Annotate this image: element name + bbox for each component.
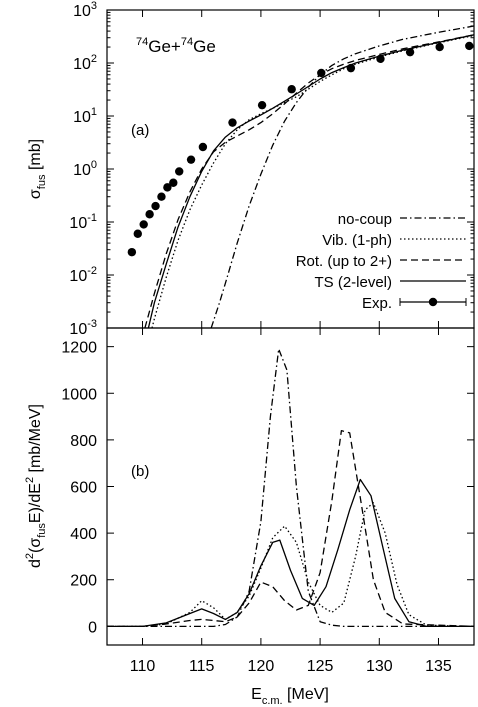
b-ytick-label: 1200 [61,340,97,357]
b-ytick-label: 0 [88,619,97,636]
series-no-coup [210,25,474,328]
panel-b-ylabel: d2(σfusE)/dE2 [mb/MeV] [24,404,48,568]
series-vib-1-ph- [151,34,474,328]
b-ytick-label: 1000 [61,386,97,403]
exp-point [257,100,267,110]
x-tick-label: 110 [130,658,156,675]
panel-a-label: (a) [131,122,149,139]
panel-b-label: (b) [131,463,149,480]
series-rot-up-to-2- [144,34,474,328]
exp-point [405,47,415,57]
legend-label: Exp. [362,295,392,312]
panel-a-experimental [127,41,474,257]
exp-point [169,178,178,187]
a-ytick-label: 10-3 [69,318,97,338]
series-no-coup [107,348,474,628]
series-rot-up-to-2- [107,429,474,628]
exp-point [287,85,296,94]
exp-point [435,42,444,52]
exp-point [376,54,385,64]
panel-b-frame [106,327,475,646]
b-ytick-label: 400 [70,526,97,543]
legend: no-coup Vib. (1-ph) Rot. (up to 2+) TS (2-l… [296,211,467,312]
exp-point [228,118,237,127]
series-ts-2-level- [107,478,474,628]
a-ytick-label: 101 [73,106,97,126]
a-ytick-label: 103 [73,0,97,20]
exp-point [186,155,196,164]
exp-point [163,183,172,192]
exp-point [145,210,154,219]
legend-exp-marker [428,297,438,307]
exp-point [127,247,137,257]
panel-a-title: 74Ge+74Ge [136,36,216,56]
panel-a-series [144,25,474,328]
exp-point [175,167,184,176]
x-tick-label: 130 [366,658,393,675]
exp-point [157,192,166,201]
b-ytick-label: 200 [70,573,97,590]
legend-label: Vib. (1-ph) [322,232,392,249]
exp-point [346,63,356,73]
x-axis-label: Ec.m. [MeV] [251,686,329,707]
exp-point [198,142,208,152]
panel-b-series [107,348,474,628]
exp-point [317,68,326,78]
b-ytick-label: 800 [70,433,97,450]
panel-a-ticks: 10-3 10-2 10-1 100 101 102 103 [69,0,474,338]
exp-point [465,41,474,51]
a-ytick-label: 102 [73,53,97,73]
legend-label: Rot. (up to 2+) [296,253,392,270]
a-ytick-label: 100 [73,159,97,179]
x-tick-label: 125 [307,658,334,675]
legend-label: TS (2-level) [314,274,392,291]
legend-label: no-coup [338,211,392,228]
a-ytick-label: 10-1 [69,212,97,232]
panel-a-frame [106,9,475,329]
x-tick-label: 120 [248,658,275,675]
a-ytick-label: 10-2 [69,265,97,285]
exp-point [133,229,142,238]
x-tick-label: 115 [189,658,215,675]
x-tick-label: 135 [425,658,452,675]
series-vib-1-ph- [107,502,474,628]
exp-point [151,201,160,211]
exp-point [139,220,148,229]
b-ytick-label: 600 [70,480,97,497]
panel-a-ylabel: σfus [mb] [27,139,48,199]
series-ts-2-level- [147,34,474,328]
